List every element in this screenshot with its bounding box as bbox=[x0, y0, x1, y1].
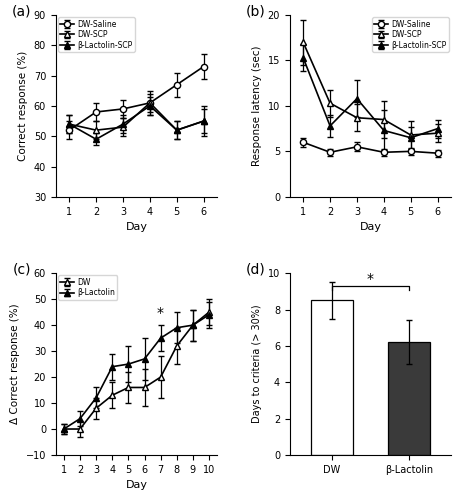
Text: (a): (a) bbox=[12, 4, 32, 18]
Text: (d): (d) bbox=[246, 262, 266, 276]
Legend: DW-Saline, DW-SCP, β-Lactolin-SCP: DW-Saline, DW-SCP, β-Lactolin-SCP bbox=[58, 18, 135, 52]
Y-axis label: Days to criteria (> 30%): Days to criteria (> 30%) bbox=[252, 305, 262, 424]
Legend: DW, β-Lactolin: DW, β-Lactolin bbox=[58, 276, 117, 299]
Text: (c): (c) bbox=[13, 262, 32, 276]
Legend: DW-Saline, DW-SCP, β-Lactolin-SCP: DW-Saline, DW-SCP, β-Lactolin-SCP bbox=[372, 18, 449, 52]
Text: (b): (b) bbox=[246, 4, 266, 18]
X-axis label: Day: Day bbox=[359, 222, 381, 232]
Y-axis label: Correct response (%): Correct response (%) bbox=[18, 51, 28, 161]
X-axis label: Day: Day bbox=[126, 222, 147, 232]
Bar bbox=[388, 342, 430, 455]
Text: *: * bbox=[156, 306, 163, 320]
Text: *: * bbox=[367, 272, 374, 285]
X-axis label: Day: Day bbox=[126, 480, 147, 490]
Y-axis label: Response latency (sec): Response latency (sec) bbox=[252, 46, 262, 166]
Y-axis label: Δ Correct response (%): Δ Correct response (%) bbox=[10, 304, 20, 424]
Bar bbox=[311, 300, 353, 455]
